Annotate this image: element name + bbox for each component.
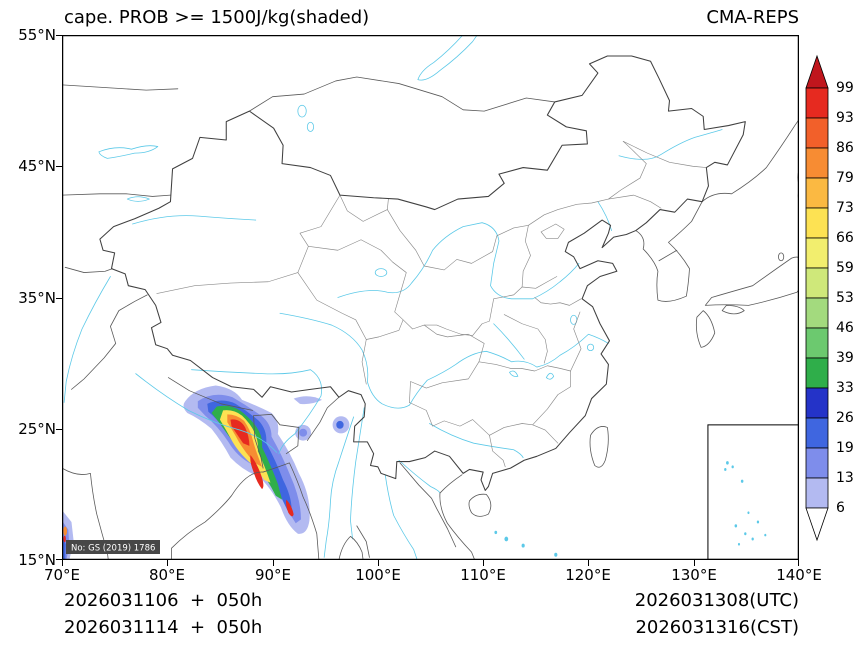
colorbar-tick-label: 26 — [836, 410, 854, 426]
south-china-sea-inset — [708, 425, 799, 560]
colorbar-tick-label: 93 — [836, 110, 854, 126]
y-tick — [56, 298, 62, 299]
plot-frame — [62, 35, 799, 560]
x-tick-label: 110°E — [460, 566, 506, 584]
colorbar: 99 93 86 79 73 66 59 53 46 39 33 26 19 1… — [800, 50, 860, 560]
colorbar-tick-label: 66 — [836, 230, 854, 246]
province-boundaries-layer — [157, 141, 707, 467]
y-tick — [56, 429, 62, 430]
x-tick — [273, 560, 274, 566]
colorbar-tick-label: 33 — [836, 380, 854, 396]
valid-time-cst: 2026031316(CST) — [635, 617, 799, 638]
x-tick — [378, 560, 379, 566]
x-tick-label: 140°E — [776, 566, 822, 584]
x-tick-label: 80°E — [148, 566, 186, 584]
foreign-borders-coastlines-layer — [62, 77, 799, 560]
x-tick — [62, 560, 63, 566]
rivers-lakes-layer — [64, 35, 722, 559]
x-tick-label: 120°E — [565, 566, 611, 584]
colorbar-tick-label: 46 — [836, 320, 854, 336]
y-tick — [56, 559, 62, 560]
y-tick — [56, 35, 62, 36]
x-tick — [694, 560, 695, 566]
china-border — [100, 56, 745, 490]
y-tick-label: 45°N — [18, 157, 56, 175]
colorbar-tick-label: 19 — [836, 440, 854, 456]
x-tick — [798, 560, 799, 566]
cape-probability-shading — [62, 385, 350, 560]
chart-title: cape. PROB >= 1500J/kg(shaded) — [64, 7, 370, 28]
colorbar-tick-label: 79 — [836, 170, 854, 186]
colorbar-tick-label: 13 — [836, 470, 854, 486]
y-tick-label: 35°N — [18, 289, 56, 307]
colorbar-tick-label: 59 — [836, 260, 854, 276]
y-tick-label: 15°N — [18, 551, 56, 569]
colorbar-tick-label: 6 — [836, 500, 845, 516]
valid-time-utc: 2026031308(UTC) — [634, 590, 799, 611]
model-name-label: CMA-REPS — [706, 7, 799, 28]
map-approval-number: No: GS (2019) 1786 — [71, 544, 155, 554]
colorbar-tick-label: 53 — [836, 290, 854, 306]
y-tick-label: 55°N — [18, 26, 56, 44]
y-tick — [56, 166, 62, 167]
init-time-cst: 2026031114 + 050h — [64, 617, 263, 638]
map-plot-area: No: GS (2019) 1786 — [62, 35, 799, 560]
geography-layer — [62, 35, 799, 560]
map-approval-badge: No: GS (2019) 1786 — [66, 540, 160, 554]
x-tick-label: 70°E — [43, 566, 81, 584]
y-tick-label: 25°N — [18, 420, 56, 438]
x-tick — [167, 560, 168, 566]
colorbar-tick-label: 99 — [836, 80, 854, 96]
colorbar-tick-label: 86 — [836, 140, 854, 156]
x-tick — [483, 560, 484, 566]
colorbar-tick-label: 39 — [836, 350, 854, 366]
x-tick-label: 100°E — [355, 566, 401, 584]
x-tick-label: 90°E — [254, 566, 292, 584]
x-tick-label: 130°E — [671, 566, 717, 584]
colorbar-scale — [805, 54, 829, 542]
x-tick — [588, 560, 589, 566]
colorbar-tick-label: 73 — [836, 200, 854, 216]
init-time-utc: 2026031106 + 050h — [64, 590, 263, 611]
